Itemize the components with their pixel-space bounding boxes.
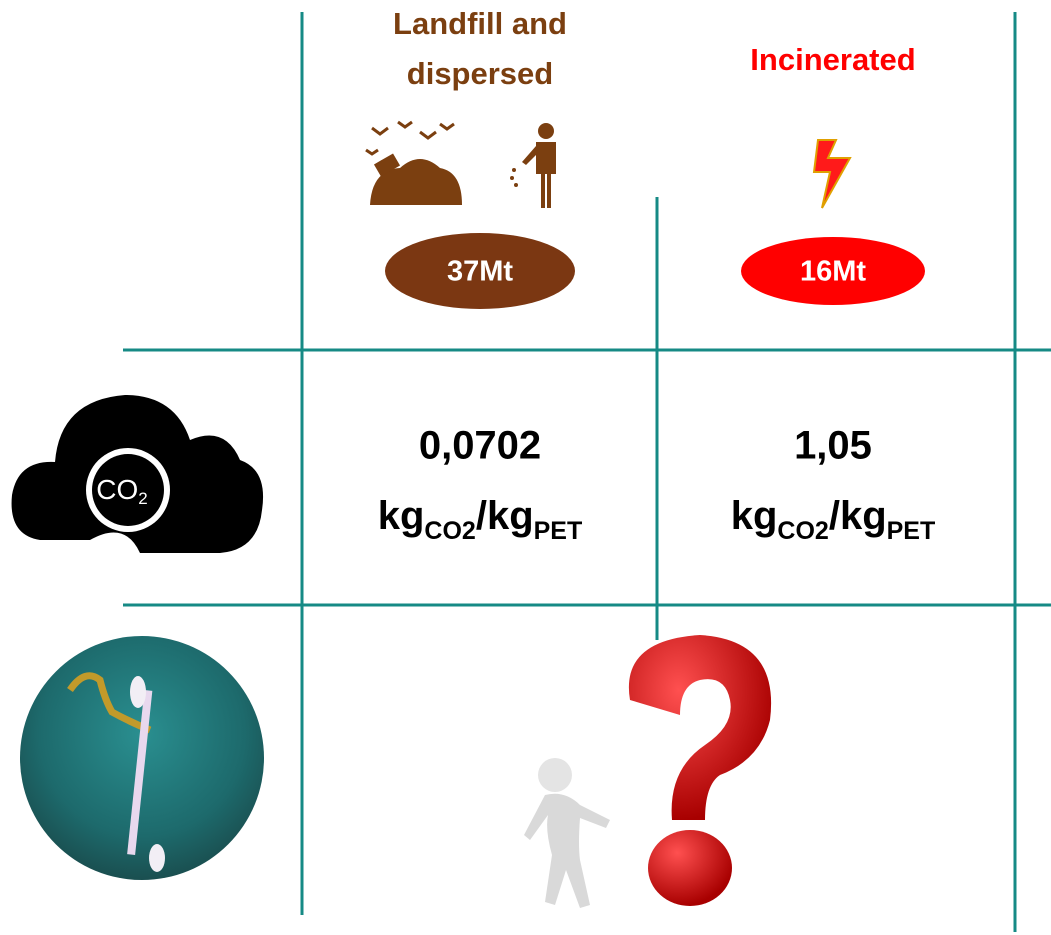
unit: kg — [378, 494, 425, 538]
grid — [123, 12, 1051, 932]
column-title: dispersed — [407, 56, 553, 91]
unit-sub: PET — [887, 517, 936, 545]
unit: /kg — [829, 494, 887, 538]
co2-icon: CO2 — [12, 395, 264, 553]
column-title: Incinerated — [750, 42, 915, 77]
sea-photo — [20, 636, 264, 880]
co2-value: 1,05 — [794, 424, 872, 468]
question-icon — [524, 635, 771, 908]
unit-sub: CO2 — [424, 517, 475, 545]
co2-unit: kgCO2/kgPET — [378, 494, 583, 545]
fire-icon — [814, 140, 850, 208]
co2-sub: 2 — [138, 489, 147, 508]
unit-sub: CO2 — [777, 517, 828, 545]
infographic: Landfill and dispersed 37Mt Incinerated … — [0, 0, 1051, 935]
co2-value: 0,0702 — [419, 424, 541, 468]
unit: kg — [731, 494, 778, 538]
unit-sub: PET — [534, 517, 583, 545]
amount-label: 16Mt — [800, 256, 866, 288]
co2-text: CO — [96, 474, 138, 505]
co2-unit: kgCO2/kgPET — [731, 494, 936, 545]
unit: /kg — [476, 494, 534, 538]
column-title: Landfill and — [393, 6, 567, 41]
landfill-icon — [366, 122, 556, 208]
amount-label: 37Mt — [447, 256, 513, 288]
